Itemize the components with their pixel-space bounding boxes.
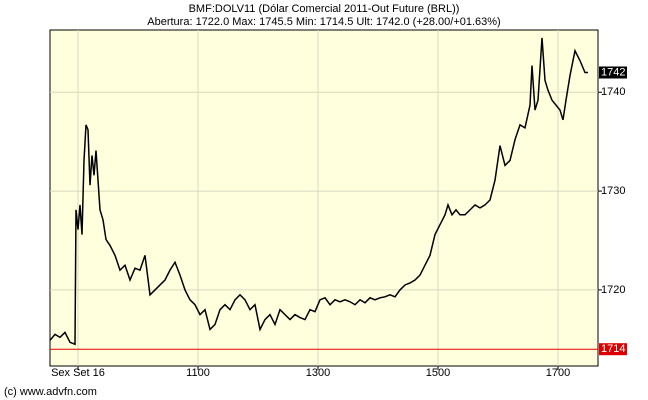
- footer: (c) www.advfn.com: [4, 386, 97, 398]
- y-tick-label: 1730: [601, 185, 625, 197]
- y-tick-label: 1740: [601, 86, 625, 98]
- x-tick-label: 1300: [306, 367, 330, 379]
- previous-close-label: 1714: [601, 343, 625, 355]
- x-tick-label: Sex Set 16: [51, 367, 105, 379]
- y-tick-label: 1720: [601, 284, 625, 296]
- chart-title: BMF:DOLV11 (Dólar Comercial 2011-Out Fut…: [189, 3, 460, 15]
- chart-subtitle: Abertura: 1722.0 Max: 1745.5 Min: 1714.5…: [147, 16, 500, 28]
- x-tick-label: 1500: [426, 367, 450, 379]
- previous-close-box: [599, 343, 627, 356]
- x-tick-label: 1700: [546, 367, 570, 379]
- last-value-label: 1742: [601, 66, 625, 78]
- last-value-box: [599, 66, 627, 79]
- plot-area: [49, 29, 599, 367]
- x-tick-label: 1100: [186, 367, 210, 379]
- price-line: [49, 37, 588, 346]
